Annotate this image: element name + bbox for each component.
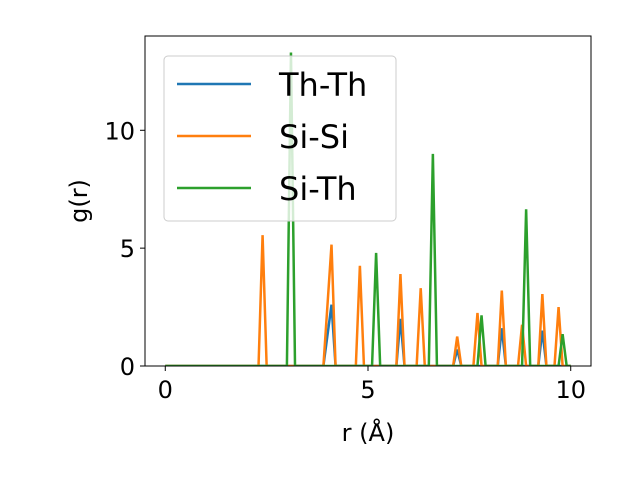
y-tick-label: 5 xyxy=(120,235,135,263)
legend-label-si-si: Si-Si xyxy=(279,118,349,156)
x-tick-label: 10 xyxy=(555,376,586,404)
x-tick-label: 0 xyxy=(158,376,173,404)
y-axis-label: g(r) xyxy=(65,179,93,223)
legend-label-si-th: Si-Th xyxy=(279,170,357,208)
series-layer xyxy=(165,52,571,366)
y-tick-label: 0 xyxy=(120,353,135,381)
y-tick-label: 10 xyxy=(104,117,135,145)
x-tick-label: 5 xyxy=(360,376,375,404)
legend: Th-Th Si-Si Si-Th xyxy=(163,55,397,222)
legend-box xyxy=(163,55,397,222)
series-line-si-si xyxy=(165,235,571,366)
x-axis-label: r (Å) xyxy=(342,418,395,447)
legend-label-th-th: Th-Th xyxy=(278,66,367,104)
tick-layer: 0 5 10 0 5 10 xyxy=(104,117,586,404)
